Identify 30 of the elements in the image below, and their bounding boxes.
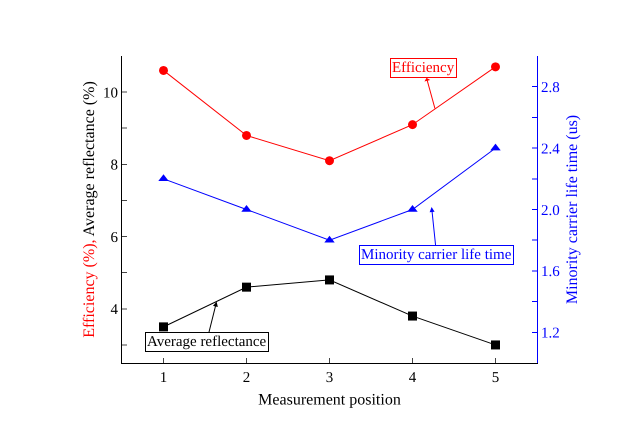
- point: [408, 120, 417, 130]
- point: [242, 130, 251, 140]
- x-tick-label: 5: [492, 370, 500, 386]
- y2-axis-title: Minority carrier life time (us): [564, 114, 581, 304]
- point: [491, 340, 500, 350]
- x-tick-label: 4: [408, 370, 417, 386]
- y-tick-label: 10: [103, 85, 118, 102]
- x-tick-label: 1: [160, 370, 168, 386]
- annotation: Efficiency: [392, 60, 455, 76]
- point: [159, 322, 168, 332]
- annotation: Minority carrier life time: [361, 247, 512, 263]
- y-axis-title: Efficiency (%), Average reflectance (%): [80, 81, 98, 338]
- point: [325, 275, 334, 284]
- y2-tick-label: 2.0: [541, 202, 560, 219]
- y2-tick-label: 1.6: [541, 264, 560, 280]
- point: [159, 66, 168, 75]
- y-tick-label: 4: [110, 302, 118, 318]
- y2-tick-label: 2.8: [541, 80, 560, 96]
- point: [242, 282, 251, 292]
- x-tick-label: 2: [242, 370, 250, 386]
- point: [408, 312, 417, 321]
- point: [325, 156, 334, 166]
- y2-tick-label: 1.2: [541, 326, 560, 342]
- y2-tick-label: 2.4: [541, 141, 560, 158]
- y-tick-label: 8: [110, 158, 118, 174]
- y-tick-label: 6: [110, 230, 118, 246]
- x-axis-title: Measurement position: [258, 392, 401, 409]
- x-tick-label: 3: [326, 370, 334, 386]
- point: [491, 62, 500, 72]
- annotation: Average reflectance: [147, 334, 267, 350]
